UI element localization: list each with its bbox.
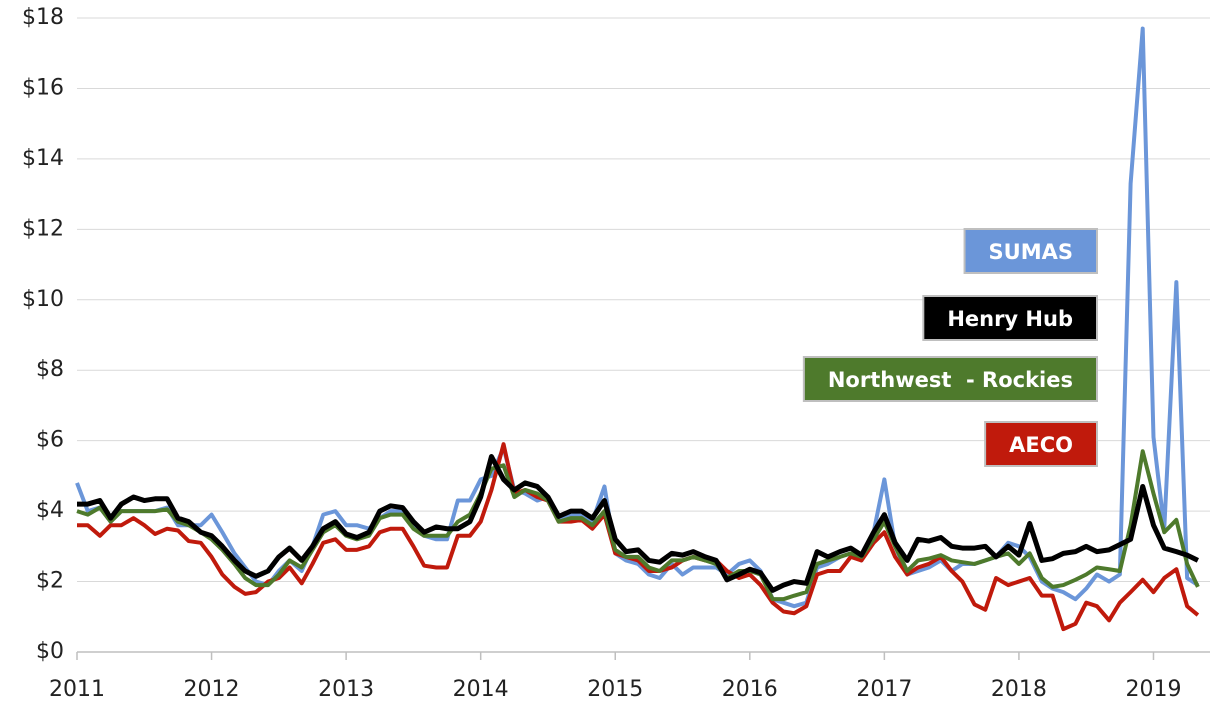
legend-entry: Henry Hub — [922, 295, 1098, 341]
x-tick-label: 2012 — [184, 677, 240, 702]
y-tick-label: $18 — [22, 5, 64, 30]
x-tick-label: 2018 — [991, 677, 1047, 702]
legend-box — [802, 356, 1098, 402]
legend-box — [922, 295, 1098, 341]
y-tick-label: $6 — [36, 428, 64, 453]
legend-entry: Northwest - Rockies — [802, 356, 1098, 402]
y-tick-label: $8 — [36, 357, 64, 382]
series-line — [77, 442, 1200, 632]
legend-box — [963, 228, 1098, 274]
legend-box — [984, 421, 1098, 467]
x-tick-label: 2013 — [318, 677, 374, 702]
y-tick-label: $4 — [36, 498, 64, 523]
series-line — [76, 449, 1200, 602]
y-tick-label: $0 — [36, 639, 64, 664]
legend-label: SUMAS — [989, 240, 1073, 264]
x-tick-label: 2011 — [49, 677, 105, 702]
x-tick-label: 2016 — [722, 677, 778, 702]
y-tick-label: $12 — [22, 216, 64, 241]
series-line — [77, 454, 1199, 593]
x-tick-label: 2019 — [1125, 677, 1181, 702]
y-tick-label: $16 — [22, 75, 64, 100]
legend-label: Henry Hub — [947, 307, 1073, 331]
legend-entry: AECO — [984, 421, 1098, 467]
x-tick-label: 2014 — [453, 677, 509, 702]
legend-entry: SUMAS — [963, 228, 1098, 274]
y-tick-label: $14 — [22, 146, 64, 171]
x-tick-label: 2015 — [587, 677, 643, 702]
y-tick-label: $10 — [22, 287, 64, 312]
y-tick-label: $2 — [36, 569, 64, 594]
legend-label: AECO — [1009, 433, 1073, 457]
legend-label: Northwest - Rockies — [828, 368, 1073, 392]
x-tick-label: 2017 — [856, 677, 912, 702]
